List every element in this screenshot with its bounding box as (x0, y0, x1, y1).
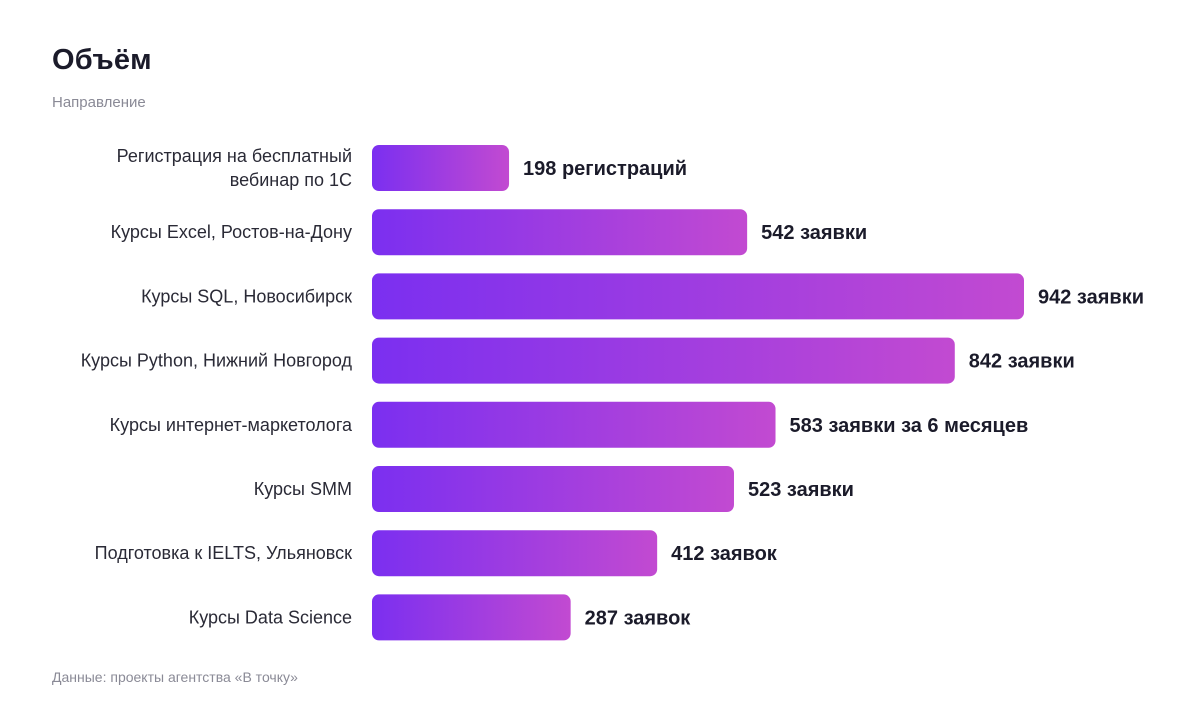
category-label: Регистрация на бесплатный (117, 146, 352, 166)
category-label: Курсы интернет-маркетолога (110, 415, 353, 435)
category-label: Курсы SQL, Новосибирск (141, 286, 352, 306)
bar-row: Курсы SMM 523 заявки (254, 466, 854, 512)
value-label: 842 заявки (969, 351, 1075, 373)
data-source-note: Данные: проекты агентства «В точку» (52, 669, 298, 685)
value-label: 198 регистраций (523, 158, 687, 180)
value-label: 412 заявок (671, 543, 778, 565)
bar-row: Подготовка к IELTS, Ульяновск 412 заявок (95, 530, 778, 577)
bar (372, 209, 748, 256)
bar-row: Курсы интернет-маркетолога 583 заявки за … (110, 401, 1029, 448)
bar-row: Курсы Excel, Ростов-на-Дону 542 заявки (111, 209, 867, 256)
value-label: 942 заявки (1038, 286, 1144, 308)
value-label: 583 заявки за 6 месяцев (790, 415, 1029, 437)
bar-row: Регистрация на бесплатный вебинар по 1С 19… (117, 145, 687, 191)
chart-title: Объём (52, 44, 152, 76)
value-label: 287 заявок (585, 607, 692, 629)
category-label: Курсы Excel, Ростов-на-Дону (111, 222, 352, 242)
category-label: вебинар по 1С (230, 170, 352, 190)
value-label: 542 заявки (761, 222, 867, 244)
category-label: Курсы SMM (254, 479, 352, 499)
category-label: Курсы Python, Нижний Новгород (81, 351, 353, 371)
bar (372, 273, 1024, 320)
bar (372, 145, 510, 191)
bar (372, 337, 955, 384)
bar (372, 594, 571, 641)
bar (372, 466, 734, 512)
bars-layer: Регистрация на бесплатный вебинар по 1С 19… (81, 145, 1144, 641)
bar (372, 530, 658, 577)
value-label: 523 заявки (748, 479, 854, 501)
category-label: Курсы Data Science (189, 607, 352, 627)
category-label: Подготовка к IELTS, Ульяновск (95, 543, 352, 563)
bar (372, 401, 776, 448)
chart-subtitle: Направление (52, 94, 146, 111)
bar-row: Курсы Data Science 287 заявок (189, 594, 692, 641)
bar-row: Курсы Python, Нижний Новгород 842 заявки (81, 337, 1075, 384)
bar-row: Курсы SQL, Новосибирск 942 заявки (141, 273, 1144, 320)
